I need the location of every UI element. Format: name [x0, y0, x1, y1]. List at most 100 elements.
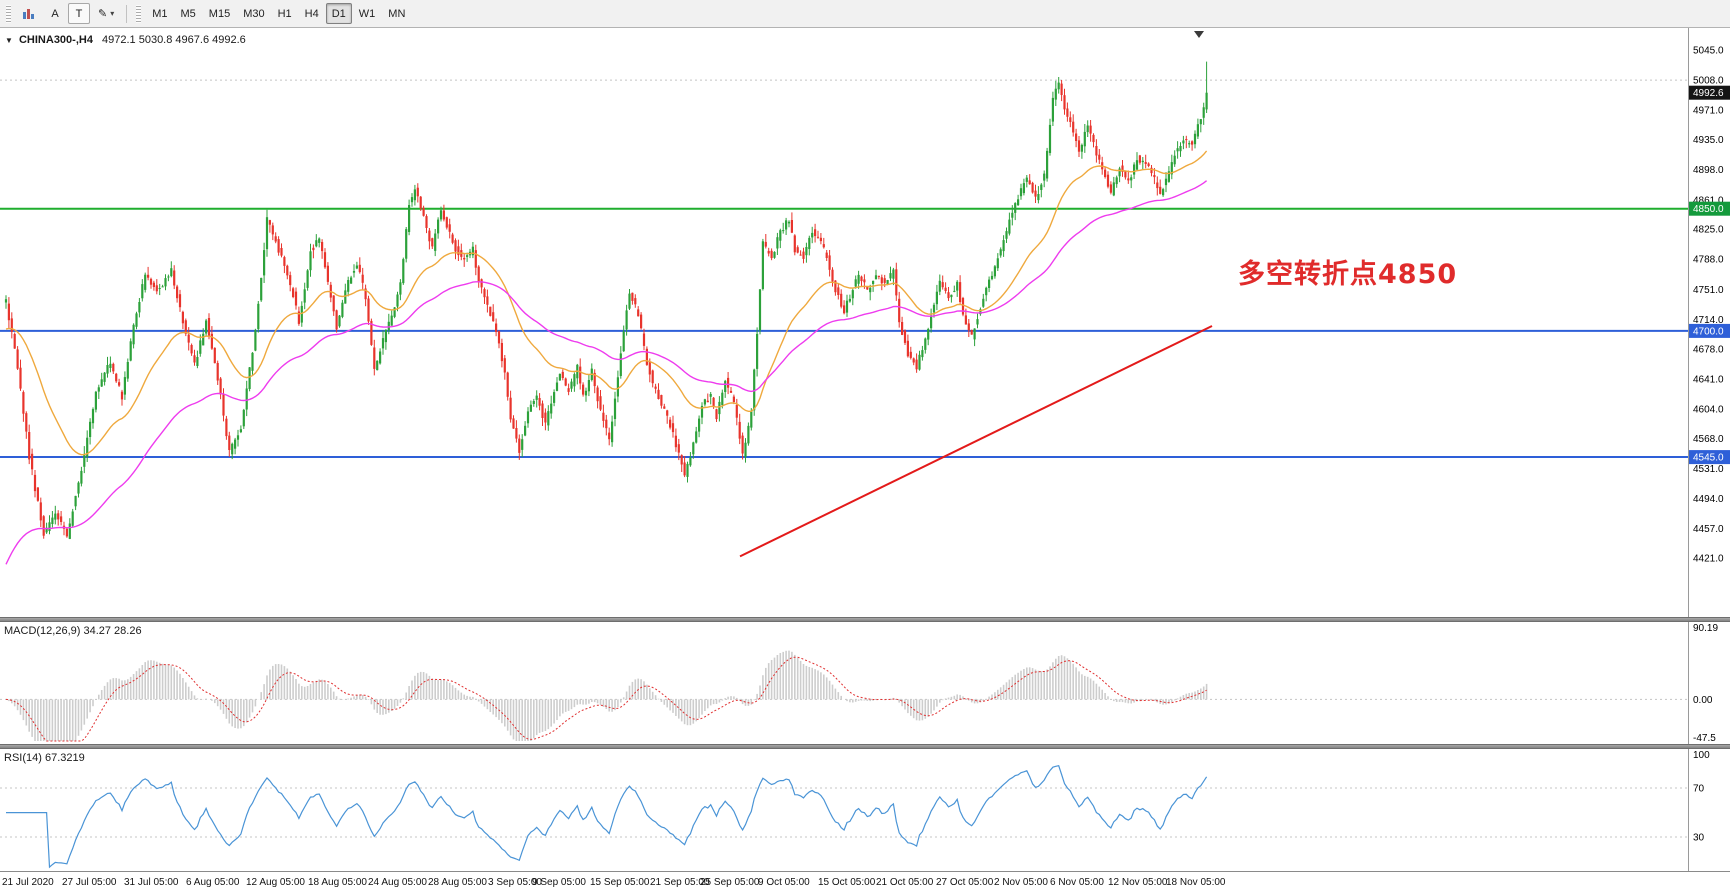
bar-chart-icon [23, 9, 34, 19]
timeframe-mn-button[interactable]: MN [388, 7, 406, 20]
macd-svg[interactable]: 90.19 0.00 -47.5 [0, 622, 1730, 744]
ma-fast-line [5, 150, 1208, 456]
timeframe-m1-button[interactable]: M1 [152, 7, 168, 20]
macd-label: MACD(12,26,9) 34.27 28.26 [4, 625, 142, 637]
annotation-tool-button[interactable]: A [51, 7, 59, 20]
ohlc-values: 4972.1 5030.8 4967.6 4992.6 [102, 34, 246, 46]
time-label: 2 Nov 05:00 [994, 877, 1048, 888]
time-label: 6 Aug 05:00 [186, 877, 240, 888]
chart-annotation-text[interactable]: 多空转折点4850 [1238, 259, 1458, 290]
svg-text:4714.0: 4714.0 [1693, 315, 1724, 326]
time-label: 18 Aug 05:00 [308, 877, 367, 888]
price-panel[interactable]: 5045.0 5008.0 4971.0 4935.0 4898.0 4861.0 4825… [0, 28, 1730, 617]
toolbar-separator [126, 4, 128, 23]
svg-text:4898.0: 4898.0 [1693, 165, 1724, 176]
caret-down-icon: ▾ [110, 9, 115, 18]
timeframe-w1-button[interactable]: W1 [358, 7, 376, 20]
svg-text:4992.6: 4992.6 [1693, 88, 1724, 99]
panel-separator-macd[interactable] [0, 617, 1730, 622]
svg-text:100: 100 [1693, 750, 1710, 761]
price-chart-svg[interactable]: 5045.0 5008.0 4971.0 4935.0 4898.0 4861.0 4825… [0, 28, 1730, 617]
svg-text:4641.0: 4641.0 [1693, 374, 1724, 385]
time-label: 12 Nov 05:00 [1108, 877, 1168, 888]
bar-marker-icon [1194, 31, 1204, 38]
time-label: 3 Sep 05:00 [488, 877, 542, 888]
svg-text:4678.0: 4678.0 [1693, 344, 1724, 355]
macd-panel[interactable]: 90.19 0.00 -47.5 MACD(12,26,9) 34.27 28.26 [0, 622, 1730, 744]
svg-text:4700.0: 4700.0 [1693, 326, 1724, 337]
svg-text:4751.0: 4751.0 [1693, 285, 1724, 296]
svg-text:0.00: 0.00 [1693, 695, 1713, 706]
toolbar-grip[interactable] [6, 4, 11, 23]
svg-text:4531.0: 4531.0 [1693, 464, 1724, 475]
time-label: 27 Jul 05:00 [62, 877, 117, 888]
rsi-panel[interactable]: 100 70 30 RSI(14) 67.3219 [0, 749, 1730, 871]
price-chart-canvas[interactable]: 5045.0 5008.0 4971.0 4935.0 4898.0 4861.0 4825… [0, 28, 1730, 617]
rsi-line [6, 765, 1208, 869]
price-level-badge: 4545.0 [1689, 450, 1730, 465]
timeframe-grip[interactable] [136, 4, 142, 23]
time-label: 21 Jul 2020 [2, 877, 54, 888]
time-label: 31 Jul 05:00 [124, 877, 179, 888]
macd-chart-canvas[interactable]: 90.19 0.00 -47.5 [0, 622, 1730, 744]
time-label: 15 Sep 05:00 [590, 877, 650, 888]
current-price-badge: 4992.6 [1689, 85, 1730, 100]
rsi-svg[interactable]: 100 70 30 [0, 749, 1730, 871]
svg-text:4861.0: 4861.0 [1693, 195, 1724, 206]
time-axis[interactable]: 21 Jul 2020 27 Jul 05:00 31 Jul 05:00 6 Aug… [0, 871, 1730, 896]
time-label: 6 Nov 05:00 [1050, 877, 1104, 888]
svg-text:4971.0: 4971.0 [1693, 106, 1724, 117]
svg-text:4935.0: 4935.0 [1693, 135, 1724, 146]
svg-text:-47.5: -47.5 [1693, 733, 1716, 744]
svg-text:4494.0: 4494.0 [1693, 494, 1724, 505]
time-label: 9 Oct 05:00 [758, 877, 810, 888]
svg-text:4457.0: 4457.0 [1693, 524, 1724, 535]
svg-text:4421.0: 4421.0 [1693, 554, 1724, 565]
svg-text:5008.0: 5008.0 [1693, 76, 1724, 87]
macd-signal-line [5, 656, 1207, 742]
timeframe-m15-button[interactable]: M15 [208, 7, 231, 20]
text-tool-button[interactable]: T [68, 3, 90, 24]
time-label: 12 Aug 05:00 [246, 877, 305, 888]
timeframe-group: M1 M5 M15 M30 H1 H4 D1 W1 MN [146, 3, 411, 24]
price-level-badge: 4700.0 [1689, 323, 1730, 338]
symbol-period-label: CHINA300-,H4 [18, 34, 93, 46]
svg-text:4788.0: 4788.0 [1693, 255, 1724, 266]
timeframe-d1-button[interactable]: D1 [325, 3, 352, 24]
rsi-chart-canvas[interactable]: 100 70 30 [0, 749, 1730, 871]
time-label: 21 Oct 05:00 [876, 877, 934, 888]
timeframe-h4-button[interactable]: H4 [304, 7, 319, 20]
svg-text:30: 30 [1693, 833, 1705, 844]
ma-slow-line [5, 180, 1208, 565]
svg-text:4604.0: 4604.0 [1693, 405, 1724, 416]
chart-bars-button[interactable] [16, 3, 42, 24]
svg-text:4568.0: 4568.0 [1693, 434, 1724, 445]
price-level-badge: 4850.0 [1689, 201, 1730, 216]
svg-text:5045.0: 5045.0 [1693, 46, 1724, 57]
shapes-dropdown-button[interactable]: ✎ ▾ [92, 3, 120, 24]
svg-text:70: 70 [1693, 784, 1705, 795]
time-label: 25 Sep 05:00 [700, 877, 760, 888]
time-label: 24 Aug 05:00 [368, 877, 427, 888]
timeframe-h1-button[interactable]: H1 [277, 7, 292, 20]
symbol-dropdown-icon[interactable]: ▼ [5, 36, 13, 45]
timeframe-m30-button[interactable]: M30 [243, 7, 265, 20]
time-label: 15 Oct 05:00 [818, 877, 876, 888]
time-label: 18 Nov 05:00 [1166, 877, 1226, 888]
panel-separator-rsi[interactable] [0, 744, 1730, 749]
time-label: 28 Aug 05:00 [428, 877, 487, 888]
time-label: 21 Sep 05:00 [650, 877, 710, 888]
chart-title: ▼ CHINA300-,H4 4972.1 5030.8 4967.6 4992… [5, 34, 246, 46]
svg-text:4850.0: 4850.0 [1693, 204, 1724, 215]
timeframe-m5-button[interactable]: M5 [180, 7, 196, 20]
time-label: 9 Sep 05:00 [532, 877, 586, 888]
svg-text:4545.0: 4545.0 [1693, 453, 1724, 464]
pencil-icon: ✎ [98, 8, 108, 20]
time-label: 27 Oct 05:00 [936, 877, 994, 888]
svg-text:90.19: 90.19 [1693, 623, 1718, 634]
svg-text:4825.0: 4825.0 [1693, 225, 1724, 236]
trendline[interactable] [739, 325, 1213, 558]
